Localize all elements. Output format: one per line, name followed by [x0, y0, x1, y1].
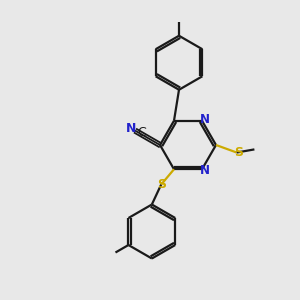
Text: N: N: [200, 164, 210, 177]
Text: S: S: [234, 146, 243, 159]
Text: C: C: [137, 127, 146, 140]
Text: S: S: [157, 178, 166, 191]
Text: N: N: [200, 113, 210, 126]
Text: N: N: [126, 122, 136, 134]
